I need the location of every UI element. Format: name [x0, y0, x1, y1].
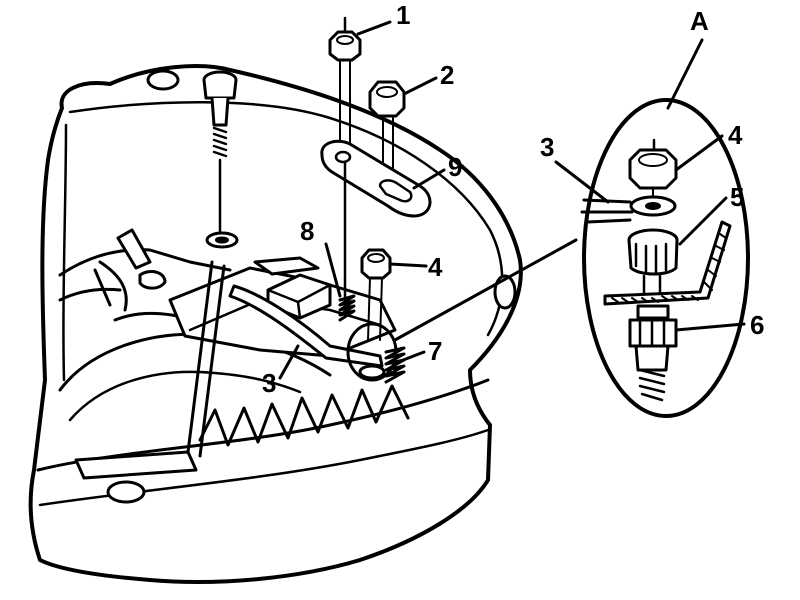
- leader-lines: [278, 20, 746, 380]
- callout-8: 8: [300, 216, 314, 246]
- callout-7: 7: [428, 336, 442, 366]
- callout-4-main: 4: [428, 252, 443, 282]
- callout-1: 1: [396, 0, 410, 30]
- callout-3-main: 3: [262, 368, 276, 398]
- internal-components: [58, 228, 410, 480]
- callout-5: 5: [730, 182, 744, 212]
- callout-4-detail: 4: [728, 120, 743, 150]
- callout-3-detail: 3: [540, 132, 554, 162]
- exploded-fasteners: [202, 16, 432, 341]
- detail-view-a: [393, 98, 750, 418]
- callout-labels: 1 2 9 8 4 7 3 A 3 4 5 6: [262, 0, 764, 398]
- callout-9: 9: [448, 152, 462, 182]
- callout-2: 2: [440, 60, 454, 90]
- callout-A: A: [690, 6, 709, 36]
- callout-6: 6: [750, 310, 764, 340]
